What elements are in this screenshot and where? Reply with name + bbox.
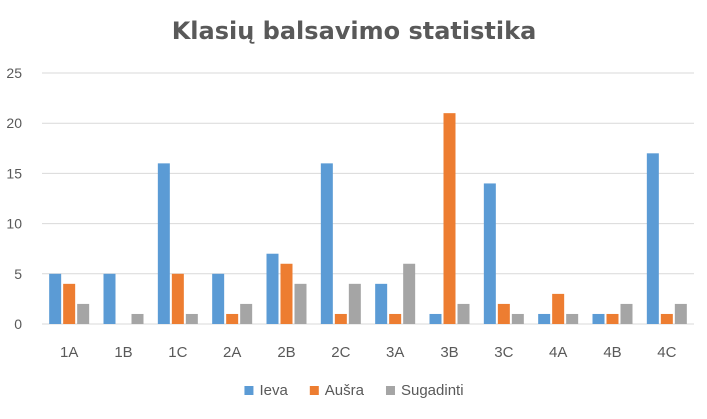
bar-aušra — [552, 293, 565, 324]
bar-aušra — [497, 303, 510, 324]
x-tick-label: 3A — [386, 344, 404, 361]
bar-aušra — [334, 313, 347, 324]
y-axis-ticks: 0 5 10 15 20 25 — [6, 65, 22, 332]
bar-sugadinti — [240, 303, 253, 324]
gridlines — [42, 72, 694, 325]
x-tick-label: 1B — [114, 344, 132, 361]
bar-ieva — [646, 153, 659, 324]
x-tick-label: 3C — [494, 344, 513, 361]
bar-ieva — [538, 313, 551, 324]
bar-sugadinti — [77, 303, 90, 324]
chart-title: Klasių balsavimo statistika — [172, 17, 537, 45]
x-tick-label: 2A — [223, 344, 241, 361]
bar-aušra — [280, 263, 293, 324]
x-tick-label: 1A — [60, 344, 78, 361]
bar-aušra — [63, 283, 76, 324]
y-tick-label: 25 — [6, 65, 22, 81]
legend-swatch — [385, 386, 395, 395]
bar-sugadinti — [457, 303, 470, 324]
legend-swatch — [244, 386, 254, 395]
bar-sugadinti — [348, 283, 361, 324]
x-tick-label: 4A — [549, 344, 567, 361]
bars — [49, 113, 687, 324]
bar-ieva — [266, 253, 279, 324]
bar-aušra — [443, 113, 456, 324]
legend-label: Sugadinti — [401, 382, 464, 399]
bar-ieva — [103, 273, 116, 324]
bar-ieva — [375, 283, 388, 324]
legend-label: Ieva — [259, 382, 288, 399]
legend-item: Sugadinti — [385, 382, 464, 399]
bar-sugadinti — [620, 303, 633, 324]
bar-ieva — [157, 163, 170, 324]
y-tick-label: 10 — [6, 216, 22, 232]
bar-ieva — [49, 273, 62, 324]
legend: Ieva Aušra Sugadinti — [244, 382, 464, 399]
x-tick-label: 4B — [603, 344, 621, 361]
bar-sugadinti — [566, 313, 579, 324]
x-tick-label: 2C — [331, 344, 350, 361]
bar-aušra — [660, 313, 673, 324]
bar-sugadinti — [131, 313, 144, 324]
bar-ieva — [212, 273, 225, 324]
x-tick-label: 4C — [657, 344, 676, 361]
bar-aušra — [389, 313, 402, 324]
bar-sugadinti — [403, 263, 416, 324]
y-tick-label: 5 — [14, 266, 22, 282]
legend-item: Aušra — [309, 382, 365, 399]
bar-ieva — [483, 183, 496, 324]
bar-sugadinti — [674, 303, 687, 324]
legend-item: Ieva — [244, 382, 288, 399]
y-tick-label: 0 — [14, 316, 22, 332]
y-tick-label: 15 — [6, 165, 22, 181]
x-axis-labels: 1A 1B 1C 2A 2B 2C 3A 3B 3C 4A 4B 4C — [60, 344, 677, 361]
bar-aušra — [171, 273, 184, 324]
bar-ieva — [592, 313, 605, 324]
bar-sugadinti — [294, 283, 307, 324]
x-tick-label: 1C — [168, 344, 187, 361]
bar-aušra — [606, 313, 619, 324]
x-tick-label: 3B — [440, 344, 458, 361]
legend-swatch — [309, 386, 319, 395]
bar-sugadinti — [185, 313, 198, 324]
x-tick-label: 2B — [277, 344, 295, 361]
bar-ieva — [429, 313, 442, 324]
bar-aušra — [226, 313, 239, 324]
y-tick-label: 20 — [6, 115, 22, 131]
bar-ieva — [320, 163, 333, 324]
bar-sugadinti — [511, 313, 524, 324]
legend-label: Aušra — [325, 382, 365, 399]
